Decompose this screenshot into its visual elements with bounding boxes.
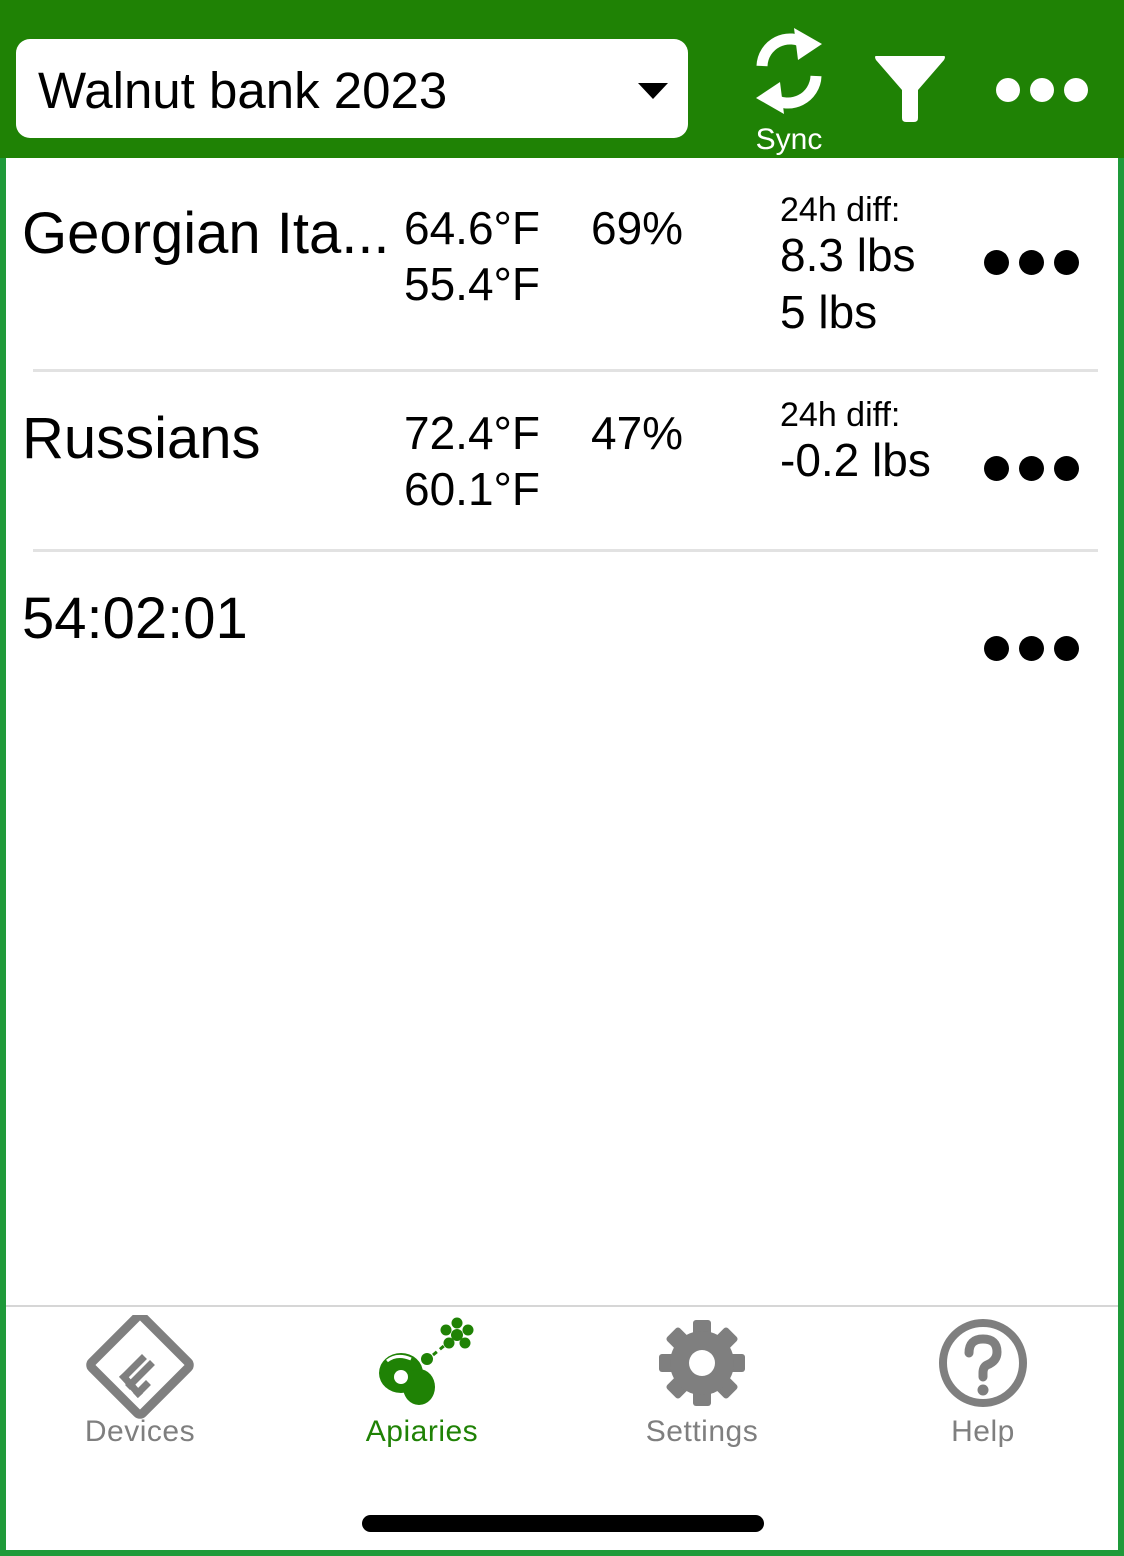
sync-icon: [756, 28, 822, 114]
tab-label: Apiaries: [365, 1415, 479, 1448]
tab-settings[interactable]: Settings: [602, 1315, 802, 1455]
hive-name: Georgian Ita...: [22, 201, 390, 266]
hive-row[interactable]: Russians 72.4°F 60.1°F 47% 24h diff: -0.…: [0, 395, 1124, 550]
tab-label: Devices: [84, 1415, 196, 1448]
temp-low: 55.4°F: [404, 258, 541, 310]
row-divider: [33, 369, 1098, 372]
tab-bar-divider: [6, 1305, 1118, 1307]
hive-row[interactable]: Georgian Ita... 64.6°F 55.4°F 69% 24h di…: [0, 190, 1124, 370]
weight-diff: -0.2 lbs: [780, 434, 931, 486]
humidity: 69%: [591, 202, 684, 254]
tab-label: Help: [951, 1415, 1015, 1448]
tab-label: Settings: [645, 1415, 759, 1448]
weight: 5 lbs: [780, 286, 878, 338]
sync-button[interactable]: Sync: [744, 20, 834, 156]
temp-high: 64.6°F: [404, 202, 541, 254]
temp-high: 72.4°F: [404, 407, 541, 459]
tab-help[interactable]: Help: [883, 1315, 1083, 1455]
gear-icon: [659, 1320, 745, 1406]
filter-button[interactable]: [870, 50, 950, 130]
row-more-button[interactable]: [984, 628, 1080, 668]
tab-devices[interactable]: Devices: [40, 1315, 240, 1455]
row-divider: [33, 549, 1098, 552]
top-bar: Walnut bank 2023 Sync: [0, 0, 1124, 158]
apiary-selector[interactable]: Walnut bank 2023: [16, 39, 688, 138]
filter-icon: [875, 56, 945, 122]
hive-name: Russians: [22, 406, 261, 471]
more-icon: [984, 628, 1080, 668]
apiary-selector-label: Walnut bank 2023: [38, 62, 448, 119]
tab-apiaries[interactable]: Apiaries: [322, 1315, 522, 1455]
help-icon: [939, 1319, 1027, 1407]
home-indicator: [362, 1515, 764, 1532]
weight-diff: 8.3 lbs: [780, 229, 916, 281]
more-icon: [984, 448, 1080, 488]
diff-label: 24h diff:: [780, 396, 901, 434]
more-icon: [996, 70, 1092, 110]
dropdown-caret-icon: [638, 83, 668, 99]
more-options-button[interactable]: [996, 70, 1092, 110]
hive-row[interactable]: 54:02:01: [0, 575, 1124, 685]
humidity: 47%: [591, 407, 684, 459]
row-more-button[interactable]: [984, 448, 1080, 488]
sync-label: Sync: [755, 123, 823, 156]
row-more-button[interactable]: [984, 242, 1080, 282]
diff-label: 24h diff:: [780, 191, 901, 229]
devices-icon: [86, 1315, 194, 1419]
more-icon: [984, 242, 1080, 282]
temp-low: 60.1°F: [404, 463, 541, 515]
apiaries-icon: [379, 1317, 474, 1405]
hive-name: 54:02:01: [22, 586, 248, 651]
